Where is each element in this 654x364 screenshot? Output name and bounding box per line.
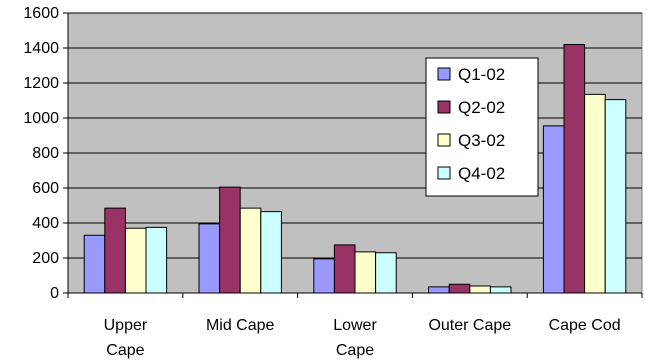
y-tick-label: 1400 — [23, 40, 59, 57]
bar-q4-02-outer-cape — [489, 286, 512, 294]
y-tick-label: 1600 — [23, 5, 59, 22]
x-tick-label: Outer Cape — [428, 317, 511, 334]
y-tick-label: 1200 — [23, 75, 59, 92]
x-tick-label: Upper Cape — [104, 317, 148, 359]
legend-swatch — [437, 67, 451, 81]
bar-q1-02-outer-cape — [428, 286, 450, 294]
bar-q2-02-outer-cape — [448, 283, 471, 294]
bar-q4-02-upper-cape — [145, 226, 168, 294]
bar-q4-02-mid-cape — [260, 211, 282, 294]
legend-swatch — [437, 166, 451, 180]
legend-label: Q4-02 — [458, 164, 505, 183]
bar-q4-02-lower-cape — [375, 252, 397, 294]
bar-q2-02-lower-cape — [333, 244, 356, 294]
legend-label: Q1-02 — [458, 65, 505, 84]
bar-q2-02-mid-cape — [219, 186, 241, 294]
legend: Q1-02 Q2-02 Q3-02 Q4-02 — [425, 57, 539, 197]
bar-q4-02-cape-cod — [604, 99, 627, 294]
x-tick-label: Mid Cape — [206, 317, 275, 334]
y-tick-label: 800 — [32, 145, 59, 162]
bar-q3-02-cape-cod — [584, 93, 606, 294]
bar-q1-02-lower-cape — [313, 258, 335, 294]
bar-q3-02-mid-cape — [239, 207, 262, 294]
legend-label: Q3-02 — [458, 131, 505, 150]
legend-label: Q2-02 — [458, 98, 505, 117]
bar-q3-02-lower-cape — [354, 251, 377, 294]
y-tick-label: 600 — [32, 180, 59, 197]
bar-q1-02-cape-cod — [542, 125, 565, 294]
bars — [83, 44, 627, 294]
y-tick-label: 1000 — [23, 110, 59, 127]
y-tick-label: 0 — [50, 285, 59, 302]
bar-q2-02-cape-cod — [563, 44, 586, 294]
bar-q1-02-upper-cape — [83, 234, 106, 294]
legend-swatch — [437, 133, 451, 147]
bar-q3-02-upper-cape — [124, 227, 147, 294]
bar-q2-02-upper-cape — [104, 207, 126, 294]
y-axis-ticks: 0 200 400 600 800 1000 1200 1400 1600 — [23, 5, 68, 302]
y-tick-label: 400 — [32, 215, 59, 232]
bar-q1-02-mid-cape — [198, 223, 221, 294]
x-tick-label: Cape Cod — [549, 317, 621, 334]
x-axis-ticks: Upper Cape Mid Cape Lower Cape Outer Cape Cape… — [67, 293, 643, 359]
bar-q3-02-outer-cape — [469, 285, 491, 294]
x-tick-label: Lower Cape — [333, 317, 377, 359]
legend-swatch — [437, 100, 451, 114]
y-tick-label: 200 — [32, 250, 59, 267]
